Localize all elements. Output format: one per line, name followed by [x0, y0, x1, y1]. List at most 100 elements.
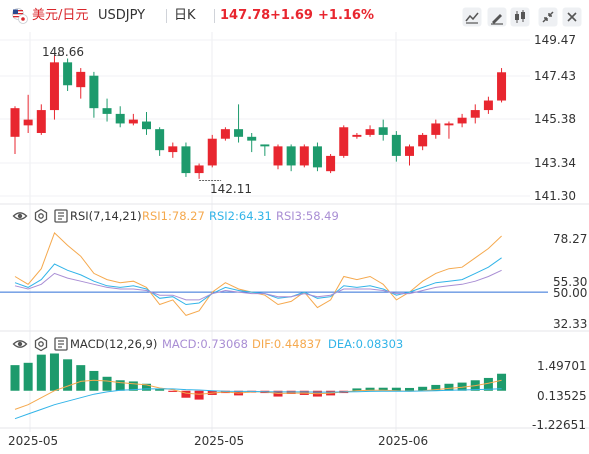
rsi2-value: RSI2:64.31 — [209, 209, 272, 223]
dea-line — [14, 388, 502, 420]
eye-icon[interactable] — [12, 336, 28, 352]
candle-body — [483, 100, 493, 111]
rsi3-value: RSI3:58.49 — [276, 209, 339, 223]
macd-histogram-bar — [89, 370, 99, 391]
candle-body — [168, 146, 178, 153]
rsi-series-line — [14, 232, 502, 316]
candle-body — [128, 119, 138, 124]
candle-body — [352, 134, 362, 137]
macd-histogram-bar — [181, 390, 191, 398]
dea-value: DEA:0.08303 — [328, 337, 404, 351]
macd-histogram-bar — [431, 384, 441, 391]
candle-body — [365, 129, 375, 135]
macd-histogram-bar — [444, 383, 454, 391]
candle-body — [444, 123, 454, 126]
dif-value: DIF:0.44837 — [252, 337, 322, 351]
rsi-title: RSI(7,14,21) — [70, 209, 142, 223]
last-price: 147.78 — [220, 8, 271, 23]
candle-body — [470, 110, 480, 118]
macd-histogram-bar — [168, 390, 178, 392]
gear-icon[interactable] — [33, 336, 49, 352]
macd-histogram-bar — [352, 388, 362, 391]
candle-body — [234, 129, 244, 137]
candle-body — [207, 138, 217, 166]
price-change: +1.69 — [270, 8, 313, 23]
candle-body — [405, 146, 414, 156]
candle-body — [431, 123, 441, 135]
dif-line — [14, 379, 502, 410]
settings-icon[interactable] — [53, 336, 69, 352]
rsi-axis-label: 78.27 — [553, 232, 588, 246]
macd-histogram-bar — [194, 390, 204, 400]
candle-body — [49, 62, 59, 111]
candle-body — [312, 146, 322, 168]
price-axis-label: 141.30 — [534, 189, 576, 203]
candle-style-icon[interactable] — [510, 7, 530, 27]
macd-value: MACD:0.73068 — [162, 337, 248, 351]
candle-body — [260, 144, 270, 147]
candle-body — [326, 155, 336, 172]
candle-body — [299, 146, 309, 166]
macd-histogram-bar — [457, 382, 467, 391]
macd-histogram-bar — [378, 387, 388, 391]
gear-icon[interactable] — [33, 208, 49, 224]
macd-histogram-bar — [405, 387, 414, 391]
candle-body — [89, 75, 99, 109]
price-axis-label: 147.43 — [534, 69, 576, 83]
candle-body — [142, 121, 151, 130]
rsi-axis-label: 32.33 — [553, 317, 588, 331]
macd-histogram-bar — [128, 381, 138, 391]
header-divider — [214, 9, 215, 23]
candle-body — [273, 146, 283, 166]
macd-histogram-bar — [23, 362, 33, 391]
macd-histogram-bar — [155, 388, 165, 391]
time-axis-label: 2025-06 — [378, 434, 429, 448]
eye-icon[interactable] — [12, 208, 28, 224]
candle-body — [155, 129, 165, 151]
candle-body — [36, 110, 46, 133]
rsi-series-line — [14, 269, 502, 301]
draw-icon[interactable] — [487, 7, 507, 27]
symbol-code: USDJPY — [98, 8, 146, 23]
candle-body — [247, 136, 257, 141]
candle-body — [102, 108, 112, 114]
macd-axis-label: 0.13525 — [537, 389, 587, 403]
candle-body — [378, 127, 388, 135]
price-change-percent: +1.16% — [318, 8, 374, 23]
period-selector[interactable]: 日K — [174, 8, 196, 23]
rsi-axis-label: 55.30 — [553, 275, 588, 289]
price-axis-label: 145.38 — [534, 112, 576, 126]
macd-histogram-bar — [497, 373, 507, 391]
candle-body — [194, 165, 204, 174]
collapse-icon[interactable] — [538, 7, 558, 27]
time-axis-label: 2025-05 — [8, 434, 59, 448]
candle-body — [181, 146, 191, 174]
macd-histogram-bar — [102, 376, 112, 391]
candle-body — [23, 119, 33, 126]
header-divider — [166, 9, 167, 23]
macd-histogram-bar — [365, 387, 375, 391]
candle-body — [10, 108, 20, 137]
settings-icon[interactable] — [53, 208, 69, 224]
macd-histogram-bar — [76, 365, 86, 391]
macd-histogram-bar — [10, 365, 20, 391]
line-chart-icon[interactable] — [462, 7, 482, 27]
macd-histogram-bar — [142, 383, 151, 391]
rsi1-value: RSI1:78.27 — [142, 209, 205, 223]
macd-histogram-bar — [36, 354, 46, 391]
low-price-marker: 142.11 — [210, 182, 252, 196]
pair-name[interactable]: 美元/日元 — [32, 8, 89, 23]
macd-title: MACD(12,26,9) — [70, 337, 158, 351]
macd-histogram-bar — [391, 387, 401, 391]
time-axis-label: 2025-05 — [194, 434, 245, 448]
macd-axis-label: -1.22651 — [532, 418, 586, 432]
candle-body — [391, 134, 401, 156]
candle-body — [115, 113, 125, 124]
macd-axis-label: 1.49701 — [537, 359, 587, 373]
candle-body — [339, 127, 349, 156]
chart-header: 美元/日元 USDJPY 日K 147.78 +1.69 +1.16% — [0, 0, 589, 32]
high-price-marker: 148.66 — [42, 45, 84, 59]
close-icon[interactable] — [562, 7, 582, 27]
candle-body — [63, 62, 73, 86]
